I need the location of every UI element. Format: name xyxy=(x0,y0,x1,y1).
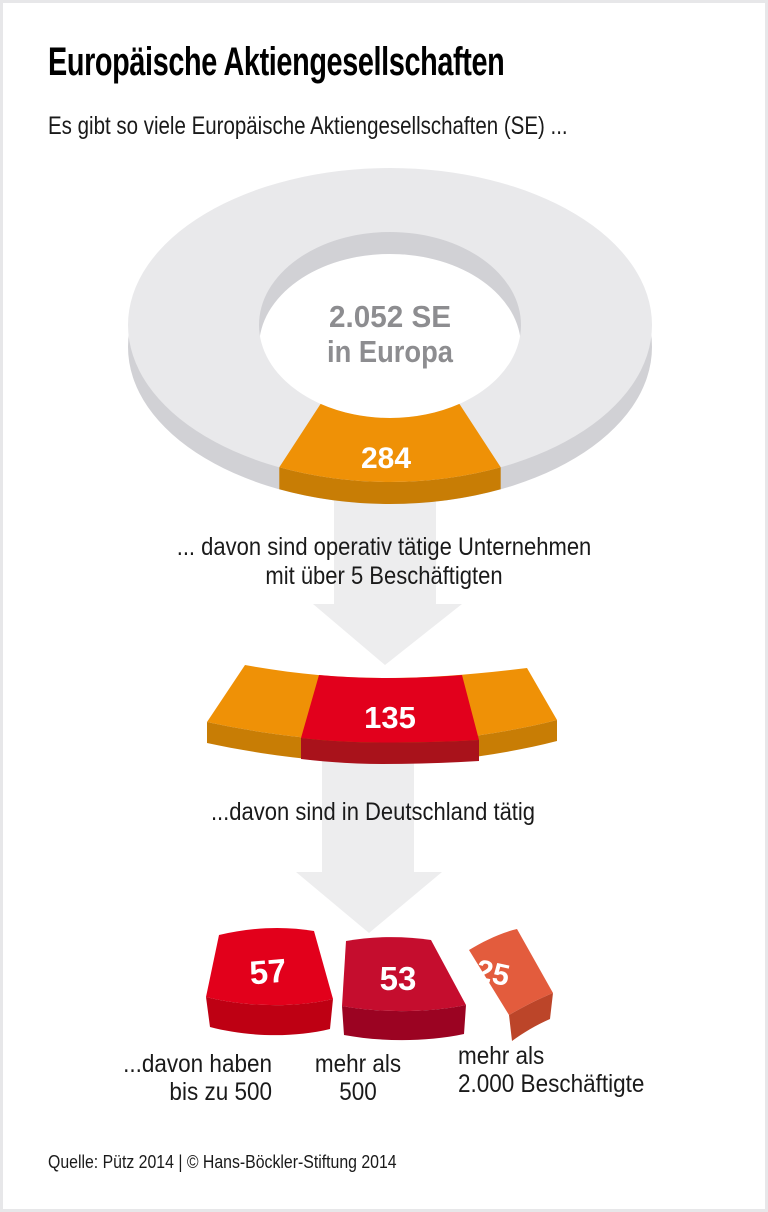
block-25-top xyxy=(469,929,553,1015)
arc-segment-red xyxy=(301,675,479,743)
caption-bis-zu-500-line1: ...davon haben xyxy=(123,1050,272,1078)
step2-caption: ...davon sind in Deutschland tätig xyxy=(45,798,701,827)
caption-mehr-als-500-line1: mehr als xyxy=(314,1050,402,1078)
block-53-value: 53 xyxy=(380,960,417,997)
donut-segment-value: 284 xyxy=(361,442,411,475)
donut-center-line2: in Europa xyxy=(327,334,454,369)
block-53-top xyxy=(342,937,466,1012)
flow-arrow-down-1 xyxy=(313,460,462,665)
page-title: Europäische Aktiengesellschaften xyxy=(48,40,505,84)
caption-mehr-als-2000-line2: 2.000 Beschäftigte xyxy=(458,1070,645,1098)
source-line: Quelle: Pütz 2014 | © Hans-Böckler-Stift… xyxy=(48,1152,397,1172)
caption-mehr-als-500-line2: 500 xyxy=(339,1078,377,1106)
donut-segment-284-side xyxy=(279,467,501,505)
block-57-top xyxy=(206,927,333,1006)
donut-segment-284 xyxy=(279,403,501,483)
flow-arrow-down-2 xyxy=(296,735,442,933)
step1-line2: mit über 5 Beschäftigten xyxy=(265,562,503,590)
block-25-side xyxy=(509,993,553,1041)
block-57-value: 57 xyxy=(248,951,288,991)
step2-line: ...davon sind in Deutschland tätig xyxy=(210,798,536,826)
caption-mehr-als-500: mehr als 500 xyxy=(268,1050,448,1106)
donut-center-line1: 2.052 SE xyxy=(329,299,451,334)
block-53-side xyxy=(342,1005,466,1041)
step1-caption: ... davon sind operativ tätige Unternehm… xyxy=(46,533,722,591)
block-25-value: 25 xyxy=(473,954,513,993)
block-57-side xyxy=(206,997,333,1036)
caption-bis-zu-500-line2: bis zu 500 xyxy=(169,1078,272,1106)
arc-segment-value: 135 xyxy=(364,700,416,735)
caption-mehr-als-2000: mehr als 2.000 Beschäftigte xyxy=(458,1042,699,1098)
page-subtitle: Es gibt so viele Europäische Aktiengesel… xyxy=(48,112,568,140)
step1-line1: ... davon sind operativ tätige Unternehm… xyxy=(176,533,592,561)
arc-segment-red-side xyxy=(301,738,479,764)
caption-bis-zu-500: ...davon haben bis zu 500 xyxy=(63,1050,272,1106)
donut-ring xyxy=(128,168,652,482)
caption-mehr-als-2000-line1: mehr als xyxy=(458,1042,545,1070)
